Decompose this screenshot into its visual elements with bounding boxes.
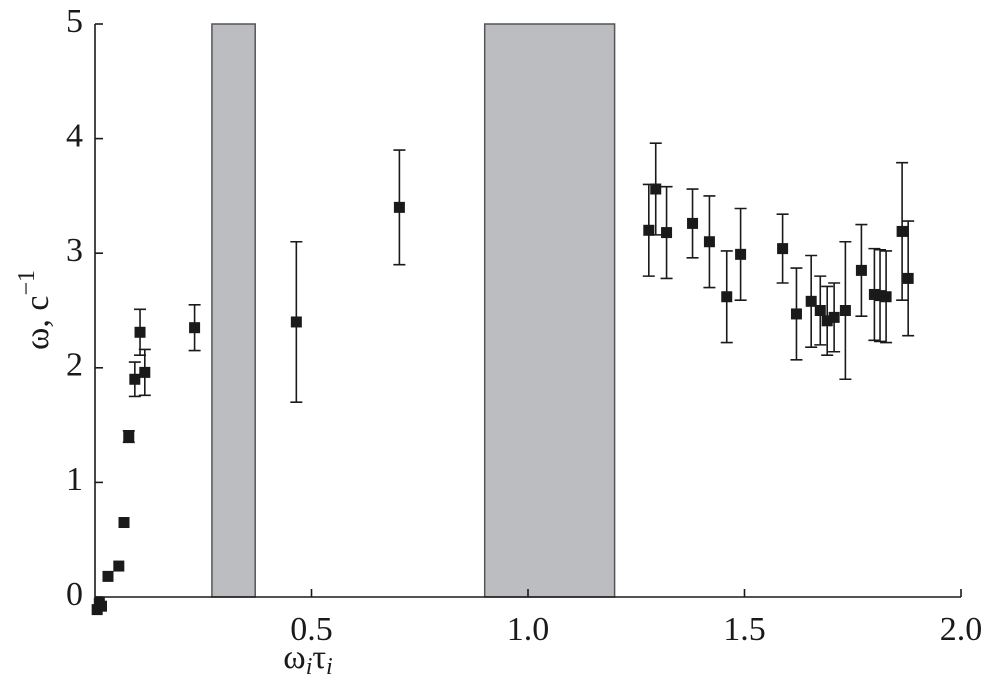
y-tick-label: 2 [66,347,83,384]
point [650,183,662,195]
y-tick-label: 0 [66,576,83,613]
y-tick-label: 1 [66,461,83,498]
y-tick-label: 5 [66,3,83,40]
x-tick-label: 1.0 [507,611,550,648]
point [814,305,826,316]
y-axis-label: ω, c−1 [14,270,56,350]
point [828,311,840,323]
y-tick-label: 4 [66,117,83,154]
point [805,295,817,307]
point [118,517,130,529]
shaded-band [211,23,256,598]
point [703,236,715,248]
x-label-part: τ [312,639,326,676]
y-label-part: ω, c [19,296,56,350]
point [290,316,302,328]
point [393,201,405,213]
x-label-part: i [326,654,333,680]
x-label-part: ω [283,639,305,676]
point [735,248,747,260]
point [189,322,201,334]
point [643,224,655,236]
point [880,291,892,303]
point [95,600,107,612]
point [687,217,699,229]
point [102,570,114,582]
point [868,288,880,300]
x-tick-label: 1.5 [723,611,766,648]
x-tick-label: 2.0 [940,611,983,648]
y-tick-label: 3 [66,232,83,269]
point [777,243,789,255]
point [661,227,673,239]
point [123,431,135,443]
point [134,326,146,338]
point [902,272,914,284]
y-label-part: −1 [14,270,40,296]
point [839,305,851,316]
x-axis-label: ωiτi [283,639,332,680]
point [721,291,733,303]
point [129,373,141,385]
point [855,264,867,276]
point [896,225,908,237]
x-label-part: i [306,654,313,680]
point [139,366,151,378]
point [790,308,802,320]
point [821,315,833,327]
x-tick-label: 0.5 [290,611,333,648]
shaded-band [483,23,616,598]
point [874,290,886,302]
point [113,560,125,572]
